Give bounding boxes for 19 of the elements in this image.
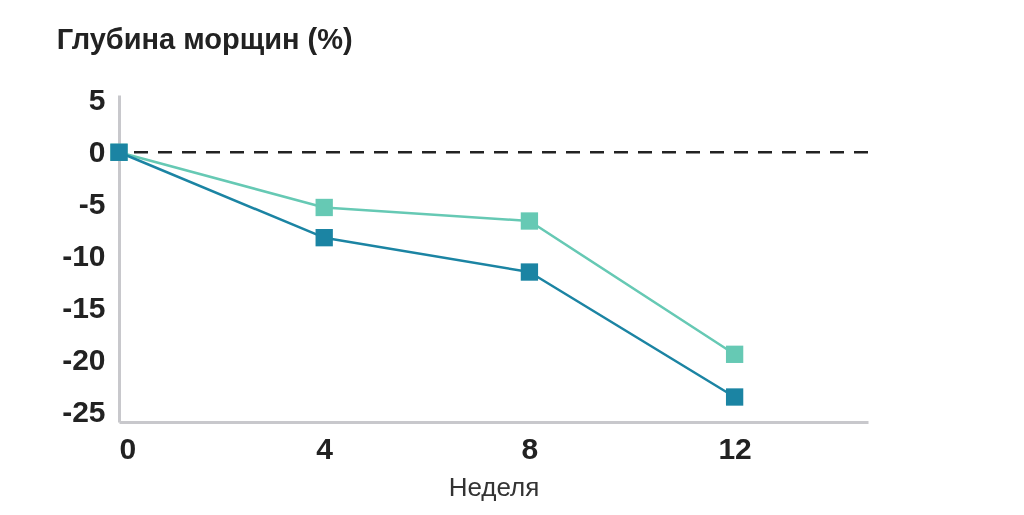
point bbox=[315, 229, 333, 247]
point bbox=[315, 198, 333, 217]
x-tick-label: 8 bbox=[521, 431, 539, 465]
y-tick-label: -20 bbox=[62, 343, 106, 377]
point bbox=[725, 345, 744, 363]
x-tick-label: 0 bbox=[119, 431, 137, 465]
x-tick-label: 4 bbox=[316, 431, 334, 465]
y-tick-label: -10 bbox=[62, 238, 106, 272]
y-tick-label: 0 bbox=[88, 134, 106, 168]
chart-title: Глубина морщин (%) bbox=[56, 23, 353, 56]
y-tick-label: -25 bbox=[62, 395, 106, 429]
point bbox=[520, 212, 539, 230]
y-tick-label: -5 bbox=[78, 186, 106, 220]
y-tick-label: 5 bbox=[88, 82, 106, 116]
point bbox=[725, 388, 744, 406]
y-tick-label: -15 bbox=[62, 290, 106, 324]
x-axis-title: Неделя bbox=[448, 471, 540, 502]
x-tick-label: 12 bbox=[718, 431, 752, 465]
point bbox=[520, 263, 539, 281]
